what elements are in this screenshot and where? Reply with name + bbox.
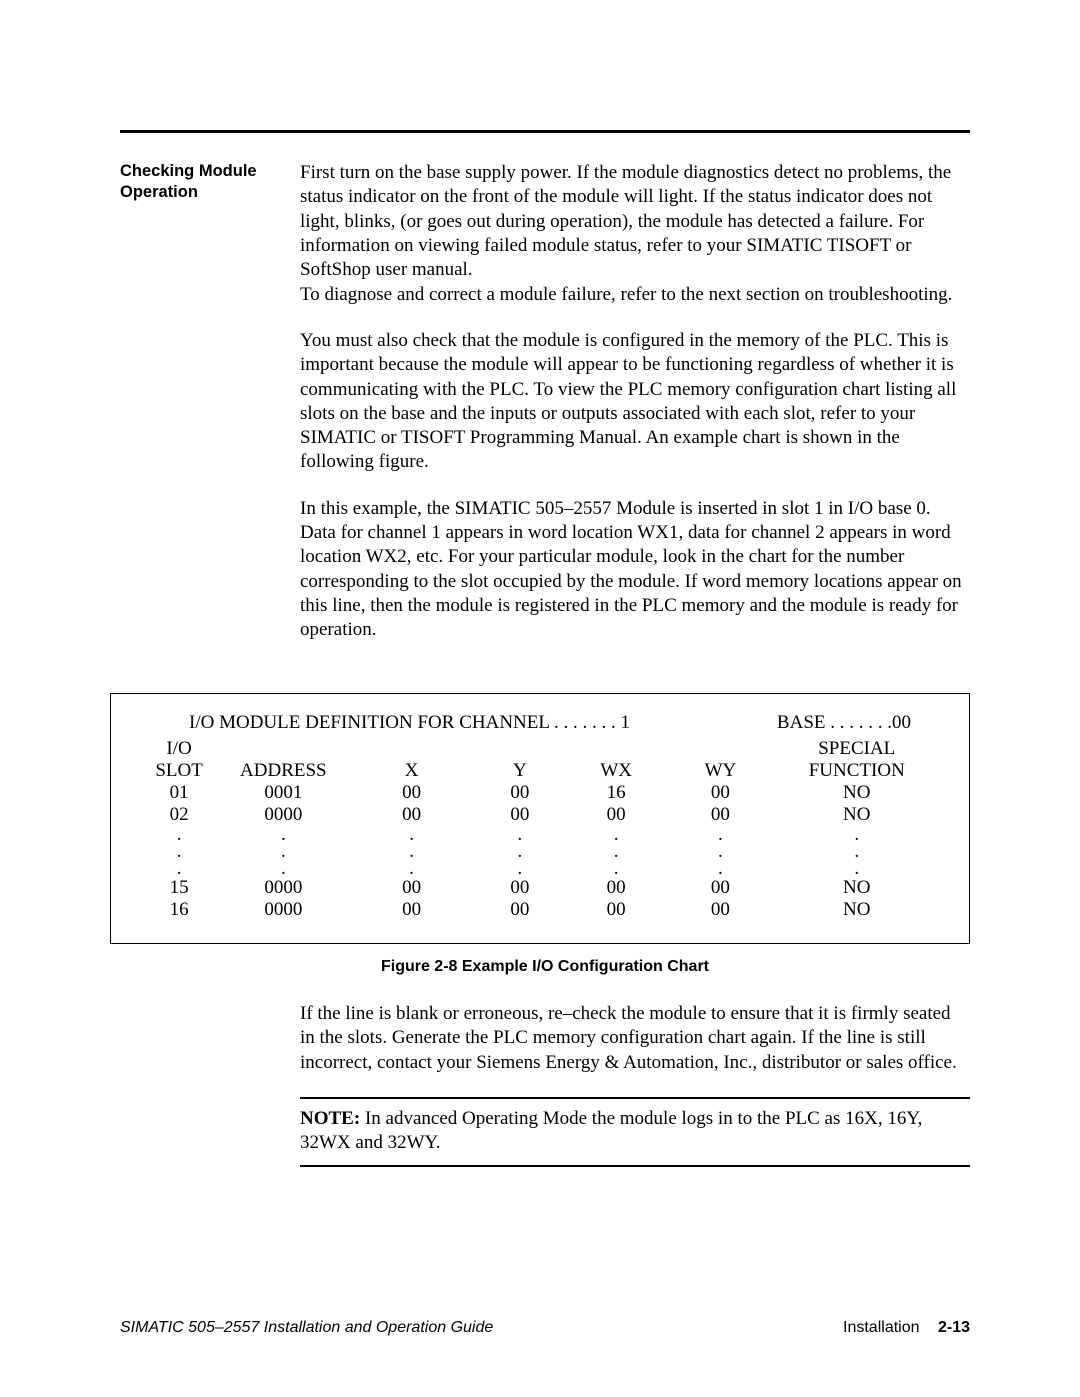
note-rule-bottom [300, 1165, 970, 1167]
note-label: NOTE: [300, 1108, 360, 1129]
paragraph-4: If the line is blank or erroneous, re–ch… [300, 1002, 970, 1075]
note-text: In advanced Operating Mode the module lo… [300, 1108, 922, 1153]
section: Checking Module Operation First turn on … [120, 161, 970, 665]
paragraph-2: You must also check that the module is c… [300, 329, 970, 475]
io-table: I/OSLOT ADDRESS X Y WX WY SPECIALFUNCTIO… [139, 738, 941, 921]
chart-title-row: I/O MODULE DEFINITION FOR CHANNEL . . . … [189, 712, 911, 734]
top-rule [120, 130, 970, 133]
table-row: 15 0000 00 00 00 00 NO [139, 877, 941, 899]
th-y: Y [476, 738, 564, 782]
body-column-2: If the line is blank or erroneous, re–ch… [300, 1002, 970, 1176]
io-chart-box: I/O MODULE DEFINITION FOR CHANNEL . . . … [110, 693, 970, 944]
table-row: 01 0001 00 00 16 00 NO [139, 782, 941, 804]
note-paragraph: NOTE: In advanced Operating Mode the mod… [300, 1107, 970, 1156]
side-heading: Checking Module Operation [120, 161, 280, 665]
table-dots: ....... [139, 843, 941, 860]
table-dots: ....... [139, 826, 941, 843]
section-after-figure: If the line is blank or erroneous, re–ch… [120, 1002, 970, 1176]
th-address: ADDRESS [219, 738, 347, 782]
chart-title-right: BASE . . . . . . .00 [777, 712, 911, 734]
paragraph-3: In this example, the SIMATIC 505–2557 Mo… [300, 497, 970, 643]
note-rule-top [300, 1097, 970, 1099]
page-footer: SIMATIC 505–2557 Installation and Operat… [120, 1319, 970, 1337]
footer-right: Installation 2-13 [843, 1319, 970, 1337]
footer-guide-title: SIMATIC 505–2557 Installation and Operat… [120, 1319, 493, 1337]
page: Checking Module Operation First turn on … [0, 0, 1080, 1397]
th-wy: WY [668, 738, 772, 782]
body-column: First turn on the base supply power. If … [300, 161, 970, 665]
page-number: 2-13 [938, 1319, 970, 1336]
side-heading-spacer [120, 1002, 280, 1176]
th-slot: I/OSLOT [139, 738, 219, 782]
table-row: 16 0000 00 00 00 00 NO [139, 899, 941, 921]
th-x: X [348, 738, 476, 782]
chart-title-left: I/O MODULE DEFINITION FOR CHANNEL . . . … [189, 712, 630, 734]
figure-caption: Figure 2-8 Example I/O Configuration Cha… [120, 958, 970, 976]
th-sf: SPECIALFUNCTION [773, 738, 941, 782]
th-wx: WX [564, 738, 668, 782]
table-row: 02 0000 00 00 00 00 NO [139, 804, 941, 826]
table-dots: ....... [139, 860, 941, 877]
footer-section: Installation [843, 1319, 920, 1336]
paragraph-1: First turn on the base supply power. If … [300, 161, 970, 307]
